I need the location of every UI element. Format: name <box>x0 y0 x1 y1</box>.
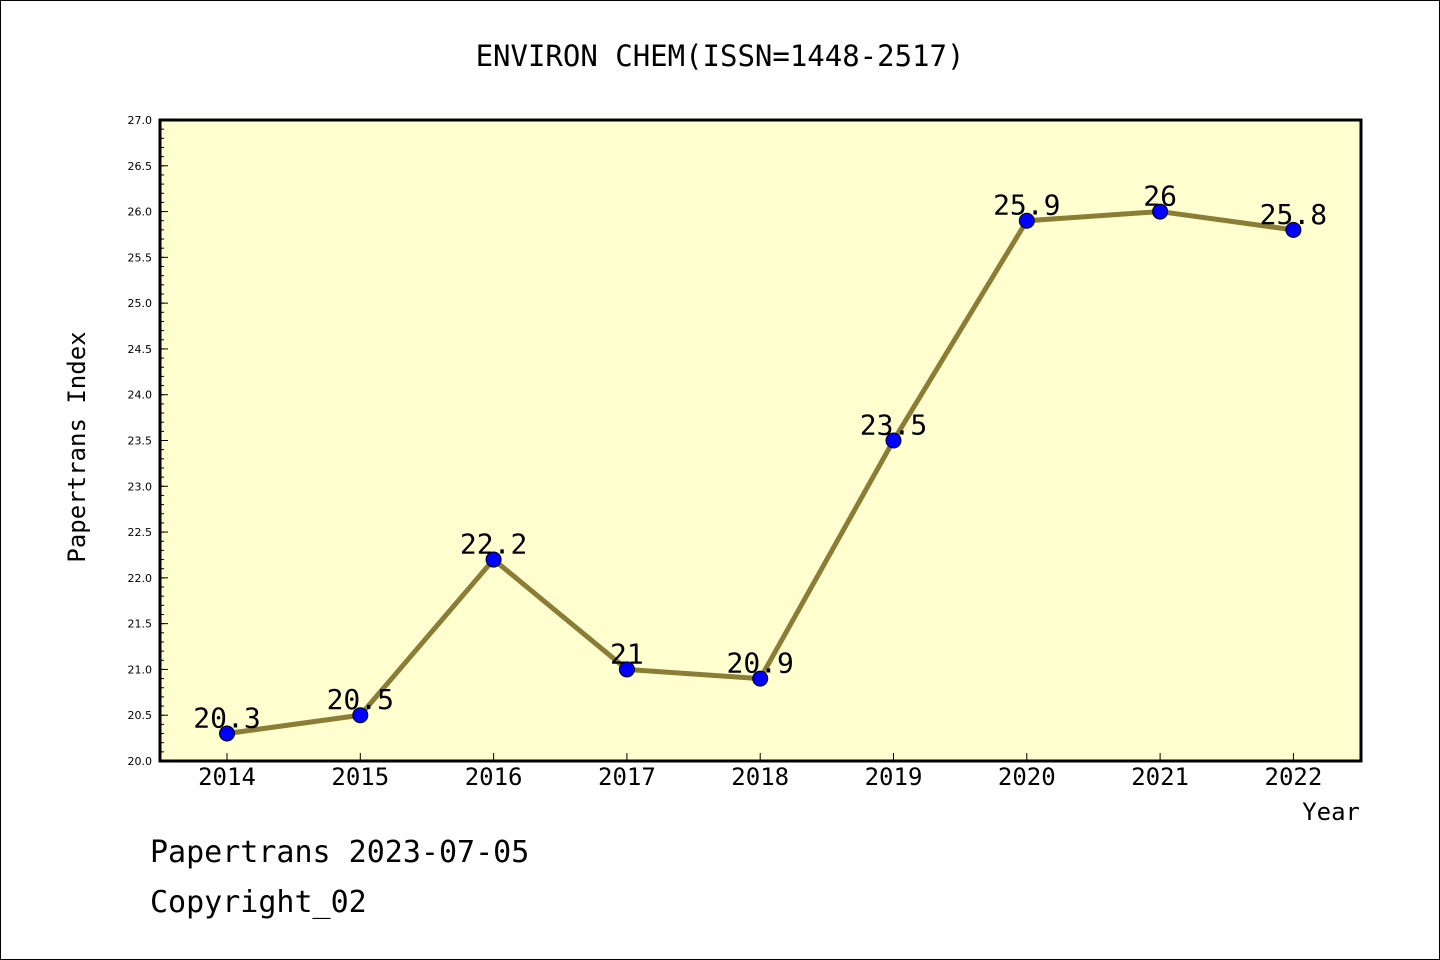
footer-date: Papertrans 2023-07-05 <box>150 835 530 870</box>
data-labels-group: 20.3 20.5 22.2 21 20.9 23.5 25.9 26 25.8 <box>193 180 1327 735</box>
data-label-2018: 20.9 <box>726 647 793 680</box>
data-label-2015: 20.5 <box>327 683 394 716</box>
chart-title: ENVIRON CHEM(ISSN=1448-2517) <box>476 39 965 73</box>
data-point-2018 <box>752 670 769 687</box>
y-tick-label-6: 23.0 <box>128 480 153 493</box>
data-label-2020: 25.9 <box>993 189 1060 222</box>
x-axis-label: Year <box>1302 798 1360 826</box>
data-point-2014 <box>219 725 235 742</box>
y-tick-label-8: 24.0 <box>128 389 153 402</box>
y-tick-label-4: 22.0 <box>128 572 153 585</box>
data-label-2019: 23.5 <box>860 409 927 442</box>
x-tick-label-1: 2015 <box>331 763 389 791</box>
data-point-2017 <box>618 661 635 678</box>
y-tick-label-9: 24.5 <box>128 343 153 356</box>
data-point-2016 <box>485 551 502 568</box>
y-tick-label-10: 25.0 <box>128 297 153 310</box>
data-point-2022 <box>1285 221 1302 238</box>
data-label-2022: 25.8 <box>1260 198 1327 231</box>
footer-copyright: Copyright_02 <box>150 885 367 920</box>
data-point-2015 <box>352 707 369 724</box>
x-tick-label-3: 2017 <box>598 763 656 791</box>
markers-group <box>219 203 1302 742</box>
y-tick-label-1: 20.5 <box>128 709 153 722</box>
x-tick-label-0: 2014 <box>198 763 256 791</box>
y-axis: 20.0 20.5 21.0 21.5 22.0 22.5 23.0 23.5 24.0 24.5… <box>128 114 168 768</box>
x-tick-label-8: 2022 <box>1265 763 1323 791</box>
y-tick-label-7: 23.5 <box>128 435 153 448</box>
y-tick-label-13: 26.5 <box>128 160 153 173</box>
y-tick-label-0: 20.0 <box>128 755 153 768</box>
x-tick-label-2: 2016 <box>465 763 523 791</box>
x-tick-label-4: 2018 <box>731 763 789 791</box>
y-axis-label: Papertrans Index <box>63 331 91 562</box>
plot-area <box>160 120 1361 761</box>
data-label-2014: 20.3 <box>193 702 260 735</box>
x-tick-label-6: 2020 <box>998 763 1056 791</box>
x-tick-label-5: 2019 <box>865 763 923 791</box>
data-point-2019 <box>885 432 902 449</box>
y-tick-label-2: 21.0 <box>128 663 153 676</box>
x-axis: 2014 2015 2016 2017 2018 2019 2020 2021 2022 <box>198 753 1322 791</box>
y-tick-label-11: 25.5 <box>128 251 153 264</box>
x-tick-label-7: 2021 <box>1131 763 1189 791</box>
data-point-2020 <box>1018 212 1035 229</box>
y-tick-label-3: 21.5 <box>128 618 153 631</box>
data-label-2016: 22.2 <box>460 528 527 561</box>
data-point-2021 <box>1152 203 1169 220</box>
data-label-2017: 21 <box>610 637 644 670</box>
y-tick-label-14: 27.0 <box>128 114 153 127</box>
y-tick-label-12: 26.0 <box>128 206 153 219</box>
y-tick-label-5: 22.5 <box>128 526 153 539</box>
plot-border <box>158 118 1363 763</box>
data-label-2021: 26 <box>1143 180 1177 213</box>
